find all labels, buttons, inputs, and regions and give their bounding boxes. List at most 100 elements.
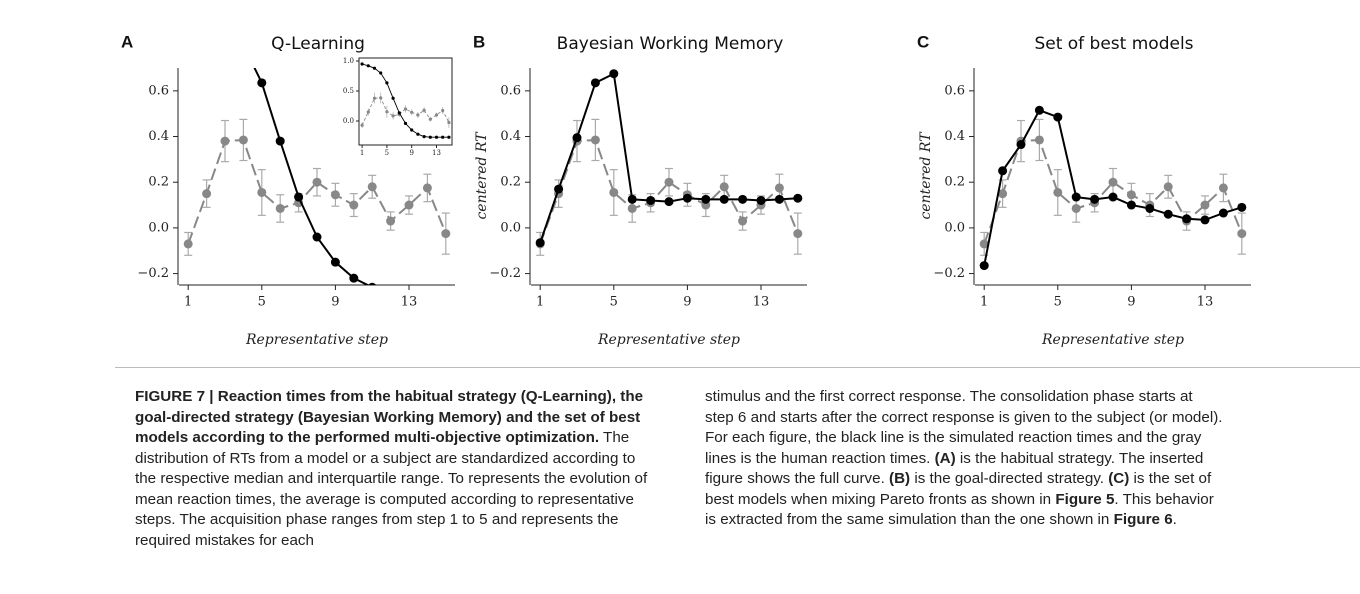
marker [422,135,426,139]
marker [410,128,414,132]
marker [664,197,674,207]
marker [349,200,359,210]
y-tick-label: 0.0 [500,220,521,235]
caption-run: . This behavior is extracted from the sa… [705,490,1214,529]
marker [979,261,989,271]
y-tick-label: 0.0 [148,220,169,235]
x-tick-label: 13 [753,295,770,310]
caption-run: is the goal-directed strategy. [910,470,1109,487]
marker [385,81,389,85]
marker [1034,105,1044,115]
marker [294,192,304,202]
marker [366,110,370,114]
marker [1237,229,1247,239]
marker [360,123,364,127]
marker [360,62,364,66]
marker [719,182,729,192]
x-tick-label: 9 [1127,295,1135,310]
x-tick-label: 5 [610,295,618,310]
marker [998,189,1008,199]
marker [1016,140,1026,150]
x-tick-label: 9 [409,149,413,157]
marker [238,135,248,145]
series-line [983,138,1243,245]
marker [554,184,564,194]
marker [1200,200,1210,210]
x-tick-label: 1 [536,295,544,310]
y-tick-label: 0.4 [944,129,965,144]
panel-title: Q-Learning [271,34,365,54]
y-tick-label: 0.2 [148,175,169,190]
marker [447,135,451,139]
marker [1218,183,1228,193]
x-tick-label: 5 [1054,295,1062,310]
marker [1053,112,1063,122]
y-tick-label: 1.0 [343,57,354,65]
x-tick-label: 13 [1197,295,1214,310]
x-axis-label: Representative step [245,332,388,348]
panel-label: A [121,32,133,51]
caption-run: (C) [1108,470,1130,487]
y-tick-label: 0.0 [944,220,965,235]
y-tick-label: 0.2 [944,175,965,190]
x-tick-label: 1 [360,149,364,157]
x-tick-label: 9 [331,295,339,310]
caption-run: Figure 6 [1113,511,1173,528]
plot-area [979,105,1247,271]
y-tick-label: 0.0 [343,117,354,125]
series-line [539,72,798,244]
marker [275,136,285,146]
marker [572,133,582,143]
y-tick-label: 0.4 [148,129,169,144]
marker [1071,192,1081,202]
marker [1126,190,1136,200]
marker [664,177,674,187]
marker [184,6,193,15]
x-tick-label: 9 [683,295,691,310]
marker [682,193,692,203]
marker [441,285,450,294]
y-tick-label: −0.2 [933,266,965,281]
x-axis-label: Representative step [597,332,740,348]
marker [774,194,784,204]
y-tick-label: 0.4 [500,129,521,144]
caption-title: FIGURE 7 | Reaction times from the habit… [135,388,644,446]
marker [774,183,784,193]
marker [590,135,600,145]
caption-run: stimulus and the first correct response.… [705,388,1223,467]
marker [434,113,439,117]
marker [239,41,248,50]
caption-run: . [1172,511,1177,528]
marker [1053,187,1063,197]
marker [220,136,230,146]
marker [428,135,432,139]
marker [391,96,395,100]
panel: B Bayesian Working Memory Representative s… [473,32,807,348]
marker [1126,200,1136,210]
y-tick-label: 0.6 [944,83,965,98]
marker [1163,182,1173,192]
marker [312,232,322,242]
marker [367,182,377,192]
marker [441,108,445,113]
marker [701,194,711,204]
marker [646,195,656,205]
marker [793,229,803,239]
marker [627,194,637,204]
y-tick-label: −0.2 [137,266,169,281]
x-tick-label: 1 [980,295,988,310]
marker [330,190,340,200]
marker [1108,192,1118,202]
marker [386,216,396,226]
marker [793,193,803,203]
panel-title: Bayesian Working Memory [557,34,784,54]
marker [998,166,1008,176]
plot-area [535,69,803,256]
series-line [187,138,447,245]
panel-label: B [473,32,485,51]
marker [349,273,359,283]
marker [404,200,414,210]
marker [386,285,395,294]
marker [391,114,395,118]
